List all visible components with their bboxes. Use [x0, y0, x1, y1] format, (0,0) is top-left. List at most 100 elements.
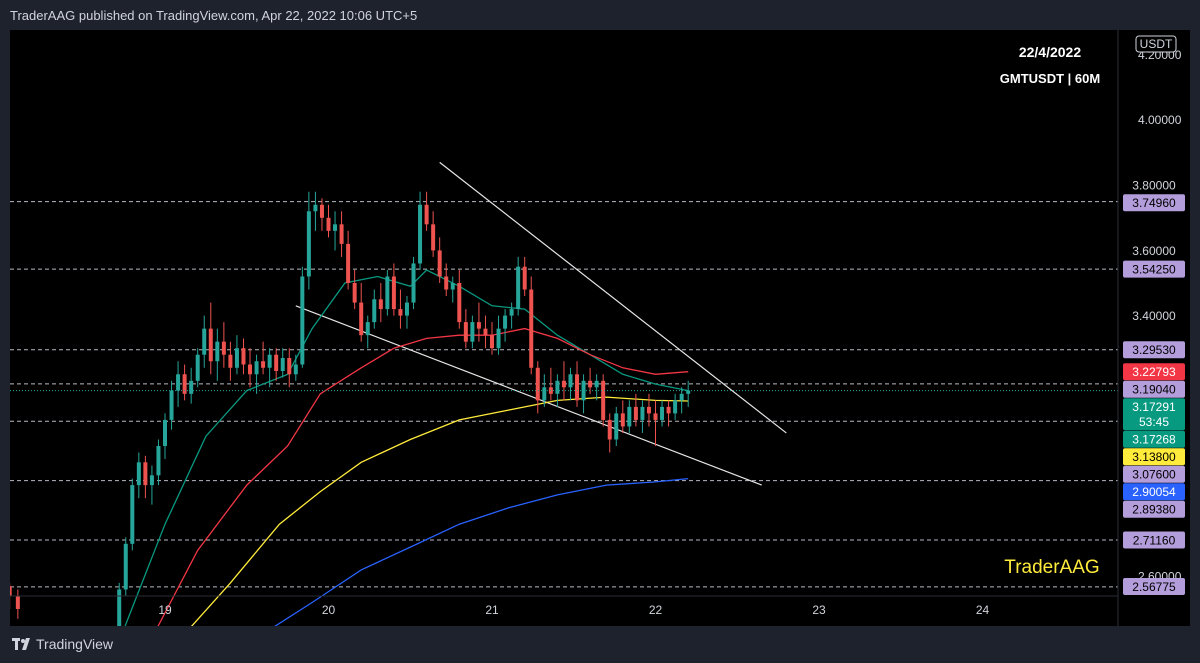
trendlines[interactable]: [295, 161, 787, 486]
price-tag-label: 3.17291: [1132, 400, 1176, 414]
candle-41: [372, 289, 377, 329]
price-tag-bg: [1123, 465, 1185, 483]
candle-66: [535, 361, 540, 414]
candle-63: [516, 256, 521, 316]
y-tick-label-2: 4.00000: [1138, 113, 1182, 127]
candle-82: [640, 400, 645, 433]
symbol-label: GMTUSDT | 60M: [1000, 71, 1100, 86]
price-tag-label: 3.17268: [1132, 433, 1176, 447]
candle-48: [418, 191, 423, 270]
candle-body: [156, 446, 161, 476]
candle-body: [424, 204, 429, 225]
publish-header: TraderAAG published on TradingView.com, …: [0, 0, 1200, 30]
chart-area[interactable]: [10, 30, 1190, 626]
candle-body: [575, 374, 580, 401]
candle-50: [431, 211, 436, 257]
candle-77: [607, 413, 612, 453]
candle-body: [352, 283, 357, 303]
candle-body: [503, 315, 508, 329]
candle-body: [535, 367, 540, 401]
price-tag-bg: [1123, 380, 1185, 398]
candle-80: [627, 400, 632, 433]
candle-72: [575, 361, 580, 407]
candle-11: [176, 361, 181, 407]
price-tag-bg: [1123, 341, 1185, 359]
candle-69: [555, 374, 560, 407]
candle-body: [195, 354, 200, 381]
candle-body: [346, 243, 351, 283]
candle-body: [202, 328, 207, 355]
candle-body: [450, 283, 455, 290]
candle-body: [182, 374, 187, 394]
candle-85: [660, 400, 665, 427]
price-tag-label: 3.60000: [1132, 244, 1176, 258]
candle-body: [660, 406, 665, 420]
candle-body: [130, 485, 135, 544]
price-tag-bg: [1123, 194, 1185, 212]
candle-body: [149, 475, 154, 486]
candle-body: [333, 224, 338, 231]
candle-body: [189, 380, 194, 394]
moving-average-3: [274, 477, 689, 626]
candle-body: [274, 354, 279, 372]
candle-60: [496, 315, 501, 355]
candle-body: [490, 335, 494, 349]
candle-36: [339, 211, 344, 257]
candle-body: [169, 390, 174, 420]
candle-52: [444, 263, 449, 297]
candle-51: [437, 237, 442, 283]
price-tag-bg: [1123, 260, 1185, 278]
currency-badge[interactable]: USDT: [1140, 37, 1173, 51]
candle-19: [228, 341, 233, 381]
candle-body: [646, 406, 651, 414]
candle-body: [470, 322, 475, 342]
price-tag-7: 3.19040: [1123, 380, 1185, 398]
candle-64: [522, 256, 527, 297]
price-tag-10: 3.13800: [1123, 448, 1185, 466]
candle-84: [653, 400, 658, 446]
candle-body: [627, 406, 632, 427]
candle-26: [274, 348, 279, 381]
candle-body: [300, 276, 305, 365]
candle-body: [398, 309, 403, 316]
price-tag-label: 3.54250: [1132, 263, 1176, 277]
candle-body: [221, 341, 226, 355]
price-tag-label: 3.74960: [1132, 196, 1176, 210]
candle-74: [588, 367, 593, 394]
price-tag-bg: [1123, 483, 1185, 501]
currency-badge-frame[interactable]: [1135, 35, 1177, 53]
candle-13: [189, 367, 194, 404]
candle-21: [241, 338, 246, 375]
candle-4: [130, 478, 135, 551]
candle-body: [516, 266, 521, 310]
price-tag-bg: [1123, 398, 1185, 431]
candle-body: [261, 361, 266, 368]
candle-45: [398, 289, 403, 329]
candle-5: [136, 452, 141, 499]
candle-body: [463, 322, 468, 342]
time-axis[interactable]: 19 20 21 22 23 24: [158, 603, 989, 617]
candle-0: [10, 582, 12, 609]
price-tag-13: 2.89380: [1123, 500, 1185, 518]
candle-body: [496, 328, 501, 349]
candle-body: [123, 543, 128, 590]
price-tag-bg: [1123, 430, 1185, 448]
candle-body: [254, 361, 259, 375]
candle-22: [248, 348, 253, 388]
tradingview-brand[interactable]: TradingView: [36, 636, 114, 652]
candle-body: [10, 586, 12, 596]
candle-body: [391, 276, 396, 310]
candle-body: [313, 204, 318, 212]
price-tag-bg: [1123, 448, 1185, 466]
candle-57: [476, 302, 481, 342]
price-tag-label: 3.19040: [1132, 383, 1176, 397]
candle-body: [365, 322, 370, 336]
candle-body: [378, 299, 383, 310]
candle-body: [306, 211, 311, 277]
price-tag-bg: [1123, 500, 1185, 518]
tradingview-logo-icon: [12, 638, 30, 650]
price-tag-label: 2.89380: [1132, 503, 1176, 517]
candle-18: [221, 322, 226, 368]
